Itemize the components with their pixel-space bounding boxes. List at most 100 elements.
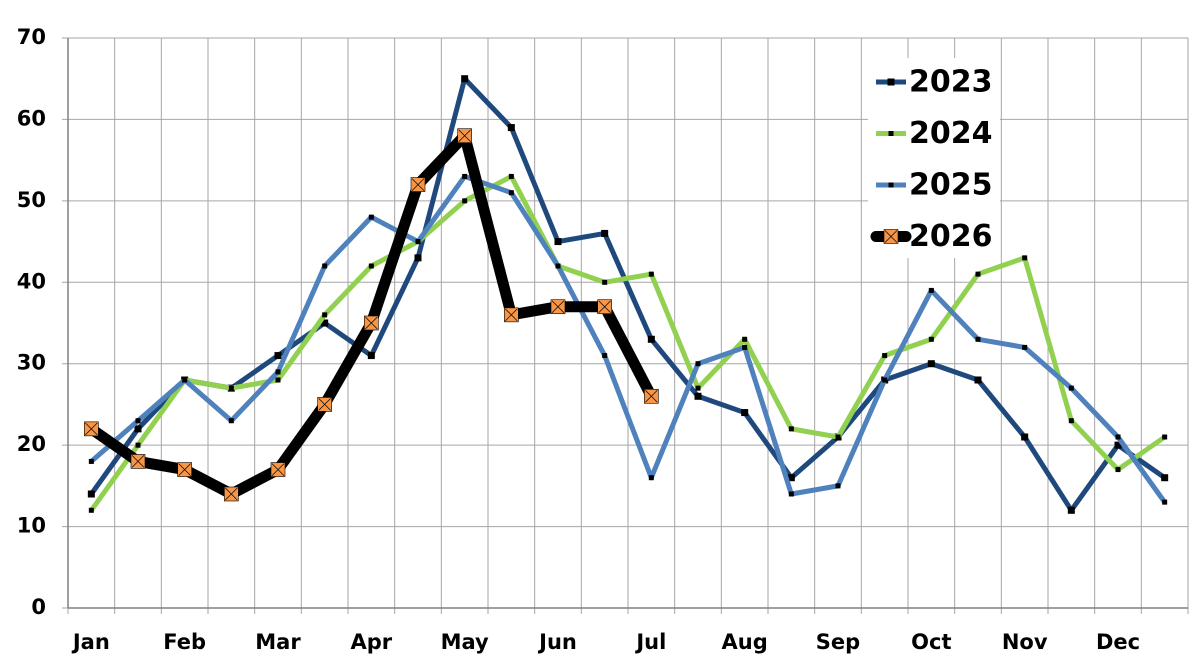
- y-tick-label: 40: [17, 269, 46, 293]
- marker: [888, 182, 894, 188]
- marker: [1022, 344, 1028, 350]
- series-line: [89, 76, 1167, 513]
- x-tick-label: Dec: [1096, 630, 1140, 654]
- marker: [410, 177, 426, 192]
- marker: [694, 392, 702, 400]
- marker: [975, 271, 981, 277]
- legend-label: 2023: [909, 65, 993, 100]
- x-tick-label: Aug: [722, 630, 768, 654]
- marker: [1115, 434, 1121, 440]
- marker: [368, 214, 374, 220]
- marker: [975, 336, 981, 342]
- marker-cross: [458, 129, 471, 142]
- marker: [1068, 418, 1074, 424]
- marker: [270, 462, 286, 477]
- marker: [882, 353, 888, 359]
- marker: [457, 128, 472, 144]
- marker: [414, 254, 422, 262]
- marker: [1067, 506, 1075, 514]
- marker: [507, 124, 515, 132]
- marker-cross: [598, 300, 611, 313]
- marker: [317, 397, 332, 412]
- marker: [602, 279, 608, 285]
- marker: [928, 287, 934, 293]
- series-line: [89, 173, 1167, 504]
- legend-label: 2024: [909, 116, 993, 151]
- x-tick-label: May: [441, 630, 489, 654]
- marker: [88, 507, 94, 513]
- x-tick-label: Oct: [911, 630, 951, 654]
- x-tick-label: Jan: [71, 630, 110, 654]
- marker-cross: [411, 178, 425, 191]
- marker: [1022, 255, 1028, 261]
- marker: [224, 486, 239, 502]
- marker: [883, 229, 899, 244]
- marker: [788, 491, 794, 497]
- marker-cross: [645, 390, 658, 403]
- x-tick-label: Mar: [255, 630, 301, 654]
- y-tick-label: 20: [17, 432, 46, 456]
- marker: [835, 483, 841, 489]
- marker: [1161, 474, 1169, 482]
- marker: [504, 307, 519, 323]
- marker: [742, 336, 748, 342]
- marker: [274, 352, 282, 360]
- marker-cross: [178, 463, 191, 476]
- marker: [368, 263, 374, 269]
- x-tick-label: Feb: [163, 630, 206, 654]
- marker: [364, 315, 379, 331]
- x-tick-label: Apr: [351, 630, 393, 654]
- marker: [695, 361, 701, 367]
- marker: [367, 352, 375, 360]
- marker: [602, 353, 608, 359]
- marker: [322, 312, 328, 318]
- marker: [228, 418, 234, 424]
- marker: [1162, 499, 1168, 505]
- marker-cross: [365, 316, 378, 330]
- marker: [228, 385, 234, 391]
- marker: [321, 319, 329, 327]
- marker: [974, 376, 982, 384]
- marker-cross: [85, 422, 98, 436]
- marker: [787, 474, 795, 482]
- marker: [182, 377, 188, 383]
- marker-cross: [271, 463, 285, 476]
- x-tick-label: Jun: [537, 630, 577, 654]
- x-tick-label: Jul: [634, 630, 666, 654]
- marker: [742, 344, 748, 350]
- marker: [555, 263, 561, 269]
- marker: [835, 434, 841, 440]
- y-tick-label: 10: [17, 514, 46, 538]
- legend-bg: [868, 58, 1000, 258]
- marker: [508, 173, 514, 179]
- marker: [597, 299, 612, 315]
- marker: [882, 377, 888, 383]
- marker: [508, 190, 514, 196]
- y-tick-label: 70: [17, 25, 46, 49]
- marker: [647, 335, 655, 343]
- legend-label: 2026: [909, 219, 993, 254]
- marker: [928, 336, 934, 342]
- marker-cross: [551, 300, 565, 313]
- marker: [927, 360, 935, 368]
- marker: [554, 238, 562, 246]
- marker-cross: [318, 398, 331, 411]
- y-tick-label: 50: [17, 188, 46, 212]
- marker: [415, 239, 421, 245]
- x-tick-label: Sep: [816, 630, 860, 654]
- x-tick-label: Nov: [1002, 630, 1048, 654]
- marker: [1068, 385, 1074, 391]
- marker: [601, 229, 609, 237]
- marker-cross: [131, 455, 145, 468]
- marker: [741, 409, 749, 417]
- marker: [130, 454, 146, 469]
- marker-cross: [505, 308, 518, 322]
- marker: [1021, 433, 1029, 441]
- marker-cross: [225, 487, 238, 501]
- marker: [887, 78, 895, 86]
- marker: [87, 490, 95, 498]
- y-tick-label: 30: [17, 351, 46, 375]
- marker: [550, 299, 566, 315]
- marker: [1115, 467, 1121, 473]
